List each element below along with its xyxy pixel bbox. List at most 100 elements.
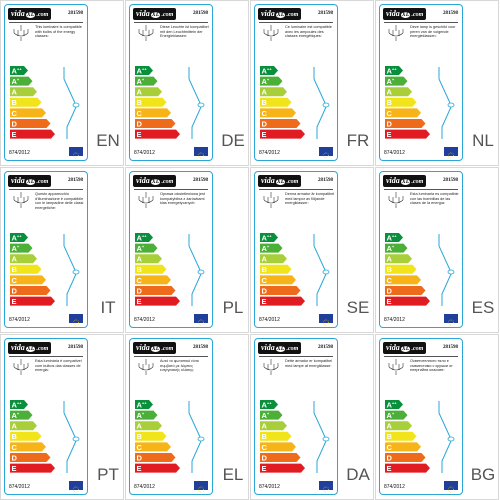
svg-text:A: A (262, 422, 268, 431)
hanging-lamp-icon (63, 401, 80, 473)
svg-text:A: A (137, 422, 143, 431)
energy-class-bar: B (10, 264, 42, 274)
svg-text:B: B (387, 265, 393, 274)
energy-class-bar: C (10, 108, 46, 118)
energy-label-cell: vida XL .com 281598 Deze lamp is geschikt vo… (375, 0, 499, 166)
svg-text:A: A (137, 255, 143, 264)
regulation-number: 874/2012 (384, 150, 405, 156)
svg-text:D: D (12, 286, 18, 295)
chandelier-icon (138, 359, 154, 375)
energy-class-bar: D (385, 119, 426, 128)
svg-text:B: B (262, 432, 268, 441)
energy-class-bar: D (10, 453, 51, 462)
eu-flag-icon (319, 147, 333, 159)
svg-text:E: E (137, 297, 142, 306)
svg-text:A: A (12, 255, 18, 264)
hanging-lamp-icon (188, 401, 205, 473)
energy-class-bar: D (10, 119, 51, 128)
svg-text:A++: A++ (262, 400, 273, 409)
energy-class-bar: A+ (260, 243, 283, 253)
header-divider (9, 356, 83, 357)
language-code: IT (100, 298, 116, 317)
svg-text:A++: A++ (12, 233, 23, 242)
energy-class-bar: C (135, 275, 171, 285)
hanging-lamp-icon (63, 67, 80, 139)
energy-class-bar: B (260, 264, 292, 274)
energy-class-bar: A+ (135, 243, 158, 253)
energy-class-bar: E (135, 296, 180, 306)
header-divider (384, 22, 458, 23)
energy-label-cell: vida XL .com 281598 Oprawa oświetleniowa jes… (125, 167, 249, 333)
eu-flag-icon (69, 147, 83, 159)
eu-flag-icon (194, 314, 208, 326)
energy-class-bar: A (260, 421, 287, 431)
energy-class-bar: A+ (10, 243, 33, 253)
header-divider (9, 22, 83, 23)
energy-class-bar: E (260, 296, 305, 306)
svg-text:A: A (262, 255, 268, 264)
product-code: 281598 (443, 345, 458, 350)
svg-text:A++: A++ (387, 233, 398, 242)
energy-class-bar: E (135, 463, 180, 473)
energy-class-bar: A+ (135, 410, 158, 420)
language-code: NL (472, 131, 494, 150)
hanging-lamp-icon (188, 234, 205, 306)
svg-text:E: E (12, 464, 17, 473)
product-code: 281598 (318, 345, 333, 350)
eu-flag-icon (319, 314, 333, 326)
svg-text:D: D (12, 453, 18, 462)
header-divider (134, 22, 208, 23)
compatibility-text: Diese Leuchte ist kompatibel mit den Leu… (160, 25, 209, 38)
svg-text:C: C (137, 109, 143, 118)
svg-text:A++: A++ (12, 400, 23, 409)
regulation-number: 874/2012 (259, 150, 280, 156)
energy-label-card: vida XL .com 281598 Αυτό το φωτιστικό είναι … (129, 338, 213, 495)
chandelier-icon (263, 25, 279, 41)
svg-text:D: D (262, 453, 268, 462)
hanging-lamp-icon (313, 401, 330, 473)
energy-class-bar: A+ (385, 76, 408, 86)
svg-text:A+: A+ (12, 244, 20, 253)
energy-label-card: vida XL .com 281598 Questo apparecchio d'ill… (4, 171, 88, 328)
energy-class-bar: C (385, 442, 421, 452)
chandelier-icon (13, 359, 29, 375)
energy-label-card: vida XL .com 281598 Oprawa oświetleniowa jes… (129, 171, 213, 328)
regulation-number: 874/2012 (134, 150, 155, 156)
energy-class-bar: D (260, 453, 301, 462)
header-divider (134, 356, 208, 357)
svg-text:A+: A+ (137, 244, 145, 253)
energy-class-bar: D (385, 286, 426, 295)
chandelier-icon (263, 192, 279, 208)
energy-class-bar: D (260, 286, 301, 295)
vidaxl-logo: vida XL .com (8, 8, 52, 20)
energy-class-bar: A (10, 254, 37, 264)
chandelier-icon (263, 359, 279, 375)
energy-label-cell: vida XL .com 281598 Questo apparecchio d'ill… (0, 167, 124, 333)
hanging-lamp-icon (63, 234, 80, 306)
energy-label-cell: vida XL .com 281598 Denna armatur är kompati… (250, 167, 374, 333)
energy-class-bar: C (385, 275, 421, 285)
energy-label-card: vida XL .com 281598 Ce luminaire est compati… (254, 4, 338, 161)
svg-text:A+: A+ (387, 244, 395, 253)
svg-text:E: E (262, 130, 267, 139)
energy-class-bar: A+ (135, 76, 158, 86)
eu-flag-icon (444, 314, 458, 326)
regulation-number: 874/2012 (384, 317, 405, 323)
energy-class-bar: D (135, 453, 176, 462)
svg-text:E: E (387, 130, 392, 139)
chandelier-icon (138, 25, 154, 41)
energy-class-bar: D (385, 453, 426, 462)
energy-class-bar: A (10, 421, 37, 431)
energy-class-bar: B (385, 97, 417, 107)
svg-text:A+: A+ (387, 77, 395, 86)
product-code: 281598 (443, 11, 458, 16)
energy-class-bar: C (260, 108, 296, 118)
svg-text:E: E (262, 297, 267, 306)
